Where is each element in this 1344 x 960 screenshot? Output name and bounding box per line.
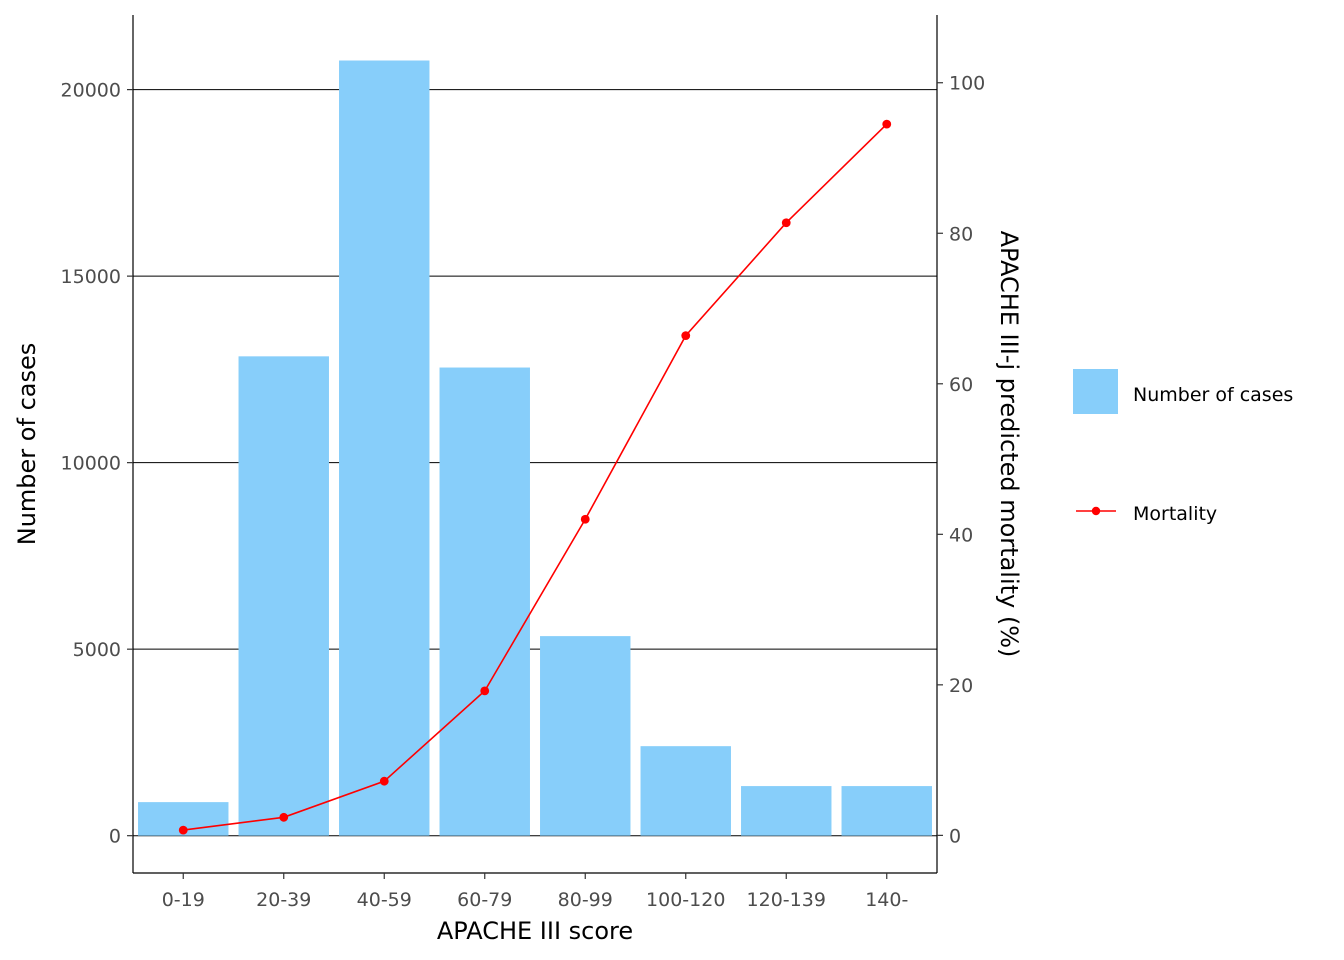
y-tick-label: 20000 <box>61 80 121 102</box>
bar <box>841 786 932 836</box>
y2-tick-labels: 0 20 40 60 80 100 <box>949 73 985 848</box>
x-tick-label: 140- <box>865 889 908 911</box>
axes <box>127 15 943 879</box>
x-tick-label: 40-59 <box>357 889 412 911</box>
x-axis-title: APACHE III score <box>437 917 633 945</box>
bar <box>540 636 631 836</box>
y2-tick-label: 40 <box>949 524 973 546</box>
y2-tick-label: 0 <box>949 825 961 847</box>
point <box>781 218 791 228</box>
bars <box>138 60 932 836</box>
mortality-line <box>178 119 892 835</box>
bar <box>238 356 329 836</box>
x-tick-label: 20-39 <box>256 889 311 911</box>
y2-tick-label: 100 <box>949 73 985 95</box>
point <box>882 119 892 129</box>
legend: Number of cases Mortality <box>1073 369 1293 525</box>
y-tick-label: 15000 <box>61 266 121 288</box>
bar <box>640 746 731 836</box>
y-tick-label: 5000 <box>73 639 121 661</box>
x-tick-label: 60-79 <box>457 889 512 911</box>
point <box>580 514 590 524</box>
y2-tick-label: 60 <box>949 374 973 396</box>
legend-label-bar: Number of cases <box>1133 384 1293 406</box>
y2-tick-label: 80 <box>949 223 973 245</box>
x-tick-labels: 0-19 20-39 40-59 60-79 80-99 100-120 120-139 14… <box>162 889 909 911</box>
y-axis-title: Number of cases <box>13 343 41 545</box>
x-tick-label: 100-120 <box>646 889 725 911</box>
point <box>379 776 389 786</box>
point <box>279 812 289 822</box>
y-tick-label: 0 <box>109 826 121 848</box>
bar <box>439 367 530 836</box>
y-tick-label: 10000 <box>61 453 121 475</box>
bar <box>741 786 832 836</box>
legend-key-point <box>1091 506 1101 516</box>
x-tick-label: 0-19 <box>162 889 205 911</box>
x-tick-label: 120-139 <box>747 889 826 911</box>
point <box>178 825 188 835</box>
series-line <box>183 123 888 831</box>
legend-label-line: Mortality <box>1133 503 1217 525</box>
x-tick-label: 80-99 <box>558 889 613 911</box>
y2-tick-label: 20 <box>949 675 973 697</box>
bar <box>339 60 430 836</box>
y-tick-labels: 0 5000 10000 15000 20000 <box>61 80 121 848</box>
y2-axis-title: APACHE III-j predicted mortality (%) <box>995 231 1023 658</box>
point <box>681 331 691 341</box>
legend-key-bar <box>1073 369 1118 414</box>
point <box>480 686 490 696</box>
